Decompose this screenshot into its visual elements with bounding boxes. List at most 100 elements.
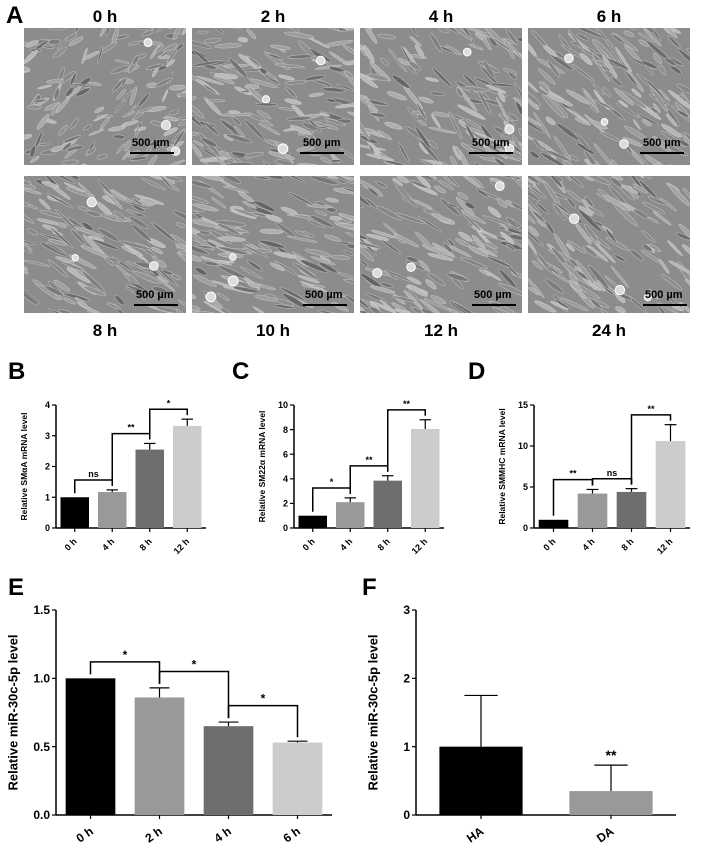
y-tick-label: 1.5 [33, 603, 50, 617]
micrograph-texture [192, 176, 354, 313]
y-tick-label: 0.0 [33, 808, 50, 822]
scale-bar [643, 304, 687, 306]
x-tick-label: 8 h [619, 536, 635, 552]
micrograph-time-label: 10 h [255, 321, 291, 340]
significance-label: * [167, 398, 171, 408]
micrograph-time-label: 8 h [92, 321, 118, 340]
chart-f: 0 1 2 3 Relative miR-30c-5p level HA DA ** [366, 603, 676, 846]
significance-label: * [261, 692, 266, 706]
y-tick-label: 0 [403, 808, 410, 822]
x-tick-label: 4 h [580, 536, 596, 552]
micrograph-image [528, 176, 690, 313]
chart-b: 0 1 2 3 4 Relative SMαA mRNA level 0 h 4 h 8 h 12… [19, 398, 206, 556]
micrograph-time-label: 4 h [428, 7, 454, 26]
panel-letter-b: B [8, 358, 26, 385]
x-tick-label: 12 h [410, 536, 430, 556]
significance-bracket [387, 409, 426, 472]
chart-d: 0 5 10 15 Relative SMMHC mRNA level 0 h 4 h 8 h… [497, 400, 690, 556]
y-tick-label: 1 [45, 492, 50, 502]
scale-bar [303, 304, 347, 306]
x-tick-label: 0 h [541, 536, 557, 552]
x-tick-label: 0 h [301, 536, 317, 552]
bar [298, 515, 327, 528]
y-tick-label: 3 [403, 603, 410, 617]
micrograph-image [528, 28, 690, 165]
panel-letter-a: A [6, 2, 24, 29]
bar [272, 742, 323, 815]
scale-bar-label: 500 µm [132, 137, 170, 149]
scale-bar-label: 500 µm [472, 137, 510, 149]
y-tick-label: 0 [523, 523, 528, 533]
significance-label: * [192, 658, 197, 672]
bar [60, 497, 89, 528]
y-tick-label: 0.5 [33, 740, 50, 754]
micrograph-time-label: 6 h [596, 7, 622, 26]
y-axis-label: Relative SMMHC mRNA level [497, 408, 507, 524]
micrograph-time-label: 12 h [423, 321, 459, 340]
y-tick-label: 1 [403, 740, 410, 754]
x-tick-label: 4 h [212, 824, 234, 845]
bar [173, 425, 202, 528]
bar [65, 678, 116, 815]
x-tick-label: 0 h [74, 824, 96, 845]
y-tick-label: 4 [283, 474, 288, 484]
micrograph-texture [528, 28, 690, 165]
scale-bar [134, 304, 178, 306]
micrograph-image [24, 176, 186, 313]
y-tick-label: 1.0 [33, 672, 50, 686]
micrograph-texture [528, 176, 690, 313]
bar [616, 491, 647, 528]
bar [373, 480, 402, 528]
micrograph-time-label: 2 h [260, 7, 286, 26]
micrograph-time-label: 24 h [591, 321, 627, 340]
micrograph-texture [24, 28, 186, 165]
x-tick-label: 12 h [172, 536, 192, 556]
significance-label: ** [127, 423, 135, 433]
x-tick-label: 8 h [376, 536, 392, 552]
significance-bracket [158, 670, 230, 719]
bar [134, 697, 185, 815]
scale-bar-label: 500 µm [303, 137, 341, 149]
bar [203, 726, 254, 815]
y-tick-label: 2 [403, 672, 410, 686]
bar [655, 441, 686, 528]
significance-bracket [630, 414, 672, 485]
micrograph-texture [24, 176, 186, 313]
x-tick-label: 2 h [143, 824, 165, 845]
y-tick-label: 10 [278, 400, 288, 410]
micrograph-image [24, 28, 186, 165]
panel-letter-c: C [232, 358, 250, 385]
scale-bar-label: 500 µm [643, 137, 681, 149]
panel-letter-f: F [362, 574, 377, 601]
significance-bracket [149, 408, 188, 440]
y-tick-label: 5 [523, 482, 528, 492]
significance-label: * [123, 648, 128, 662]
significance-bracket [74, 479, 113, 494]
bar [98, 492, 127, 528]
significance-bracket [227, 704, 299, 738]
scale-bar-label: 500 µm [474, 289, 512, 301]
y-tick-label: 2 [283, 499, 288, 509]
x-tick-label: 12 h [655, 536, 675, 556]
x-tick-label: DA [594, 824, 617, 846]
y-tick-label: 0 [45, 523, 50, 533]
scale-bar-label: 500 µm [645, 289, 683, 301]
y-tick-label: 3 [45, 431, 50, 441]
micrograph-texture [192, 28, 354, 165]
scale-bar [640, 152, 684, 154]
significance-label: * [330, 477, 334, 487]
bar [336, 502, 365, 528]
scale-bar [130, 152, 174, 154]
bar [411, 428, 440, 528]
y-tick-label: 10 [518, 441, 528, 451]
panel-letter-e: E [8, 574, 25, 601]
x-tick-label: 4 h [100, 536, 116, 552]
significance-label: ns [88, 469, 99, 479]
x-tick-label: 8 h [138, 536, 154, 552]
micrograph-texture [360, 176, 522, 313]
chart-c: 0 2 4 6 8 10 Relative SM22α mRNA level 0 h 4 h 8 … [257, 399, 444, 556]
x-tick-label: 4 h [338, 536, 354, 552]
micrograph-image [192, 28, 354, 165]
significance-label: ** [403, 399, 411, 409]
x-tick-label: 0 h [63, 536, 79, 552]
